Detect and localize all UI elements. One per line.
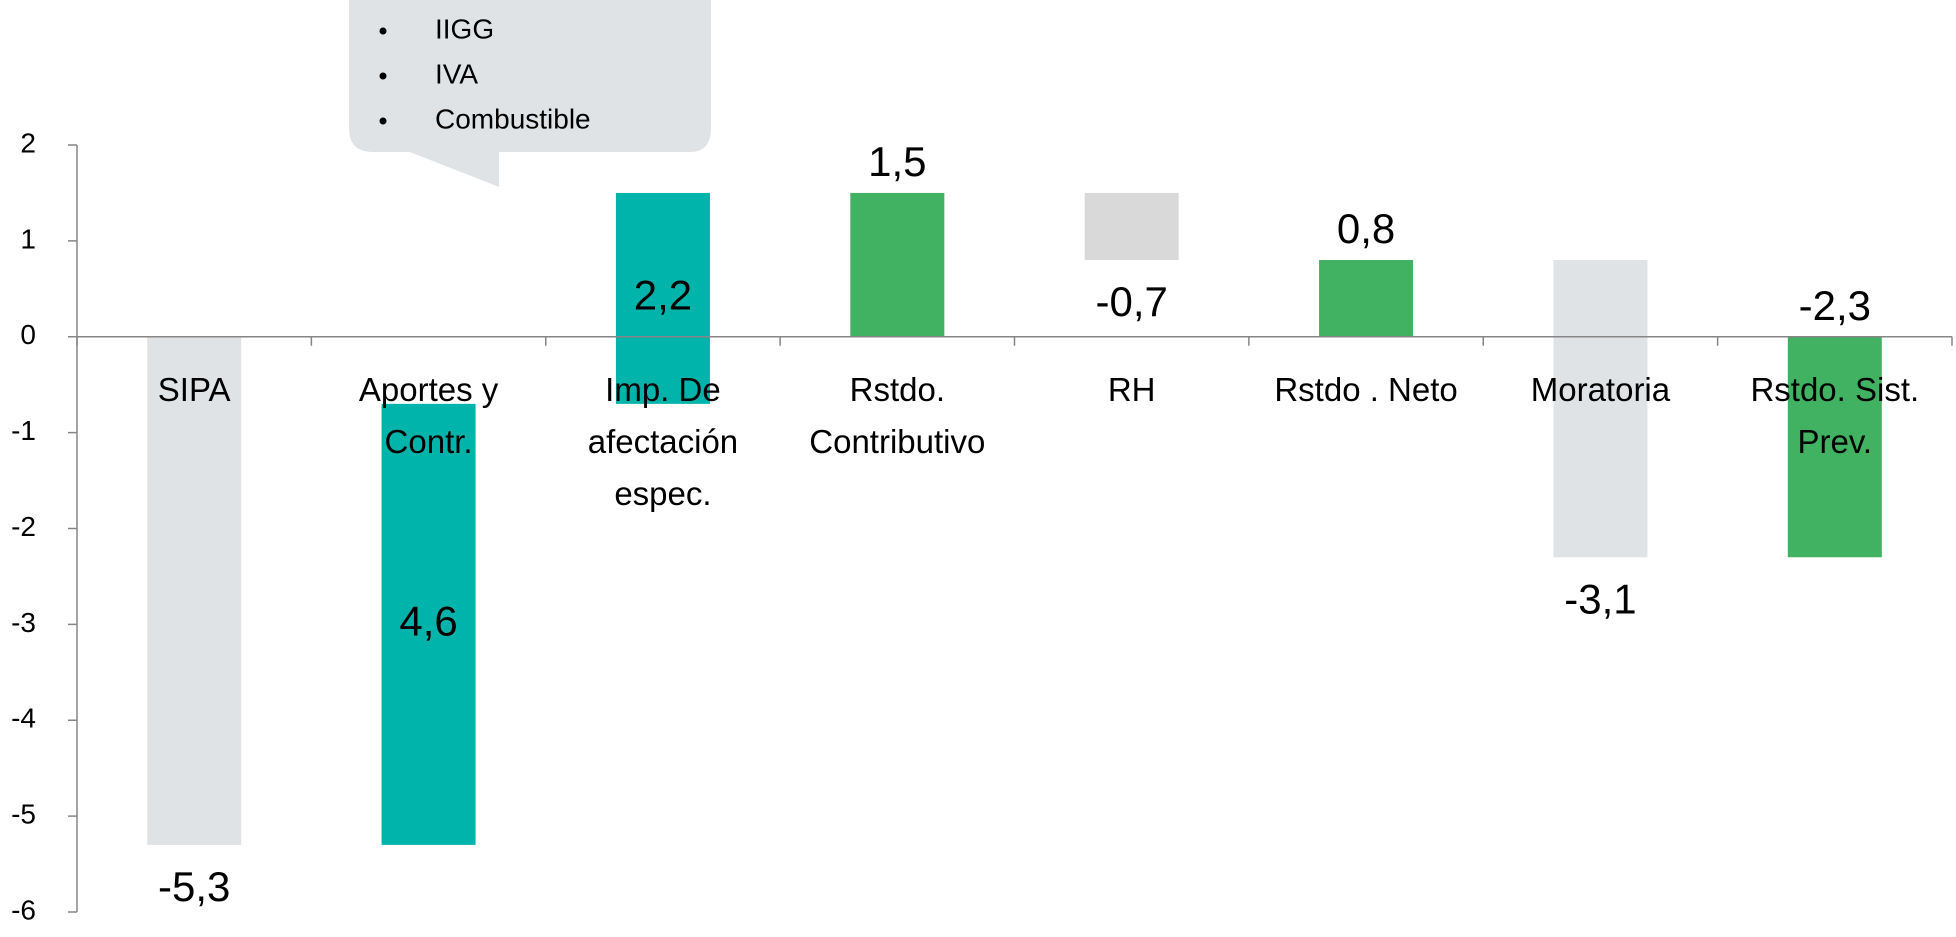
bullet xyxy=(379,72,387,80)
x-tick-label: Aportes y Contr. xyxy=(359,371,499,460)
y-tick-label: -1 xyxy=(11,415,36,446)
y-tick-label: -3 xyxy=(11,607,36,638)
y-tick-label: 2 xyxy=(20,127,36,158)
x-tick-line: espec. xyxy=(614,475,711,512)
x-tick-line: Imp. De xyxy=(605,371,721,408)
bar xyxy=(850,192,945,337)
x-tick-line: SIPA xyxy=(158,371,231,408)
value-label: -3,1 xyxy=(1564,575,1636,622)
value-label: 0,8 xyxy=(1337,205,1395,252)
bar xyxy=(1553,260,1648,558)
x-tick-line: Rstdo . Neto xyxy=(1274,371,1457,408)
value-label: 2,2 xyxy=(634,271,692,318)
x-tick-label: Rstdo. Sist. Prev. xyxy=(1750,371,1919,460)
value-label: -0,7 xyxy=(1096,278,1168,325)
value-label: 4,6 xyxy=(399,597,457,644)
callout-item: IVA xyxy=(435,58,478,89)
y-tick-label: 0 xyxy=(20,319,36,350)
callout-item: IIGG xyxy=(435,13,494,44)
x-tick-label: Rstdo . Neto xyxy=(1274,371,1457,408)
x-tick-line: Moratoria xyxy=(1531,371,1671,408)
y-tick-label: -6 xyxy=(11,894,36,925)
x-tick-label: Rstdo. Contributivo xyxy=(809,371,985,460)
x-tick-label: Moratoria xyxy=(1531,371,1671,408)
x-tick-line: Contr. xyxy=(385,423,473,460)
x-tick-label: RH xyxy=(1108,371,1156,408)
y-tick-label: -4 xyxy=(11,703,36,734)
x-tick-line: RH xyxy=(1108,371,1156,408)
x-tick-line: Rstdo. xyxy=(850,371,945,408)
y-tick-label: -2 xyxy=(11,511,36,542)
x-tick-line: Contributivo xyxy=(809,423,985,460)
x-tick-line: afectación xyxy=(588,423,738,460)
bar xyxy=(381,403,476,845)
bar xyxy=(615,192,710,404)
bar xyxy=(1084,192,1179,261)
value-label: 1,5 xyxy=(868,138,926,185)
bullet xyxy=(379,27,387,35)
bar xyxy=(1787,336,1882,558)
callout xyxy=(349,0,711,187)
value-label: -2,3 xyxy=(1799,282,1871,329)
y-tick-label: -5 xyxy=(11,799,36,830)
bar xyxy=(147,336,242,845)
x-tick-label: Imp. De afectación espec. xyxy=(588,371,738,512)
bullet xyxy=(379,117,387,125)
callout-item: Combustible xyxy=(435,103,591,134)
x-tick-line: Rstdo. Sist. xyxy=(1750,371,1919,408)
x-tick-line: Prev. xyxy=(1798,423,1873,460)
y-tick-label: 1 xyxy=(20,223,36,254)
x-tick-label: SIPA xyxy=(158,371,231,408)
bar xyxy=(1319,260,1414,337)
value-label: -5,3 xyxy=(158,863,230,910)
x-tick-line: Aportes y xyxy=(359,371,499,408)
